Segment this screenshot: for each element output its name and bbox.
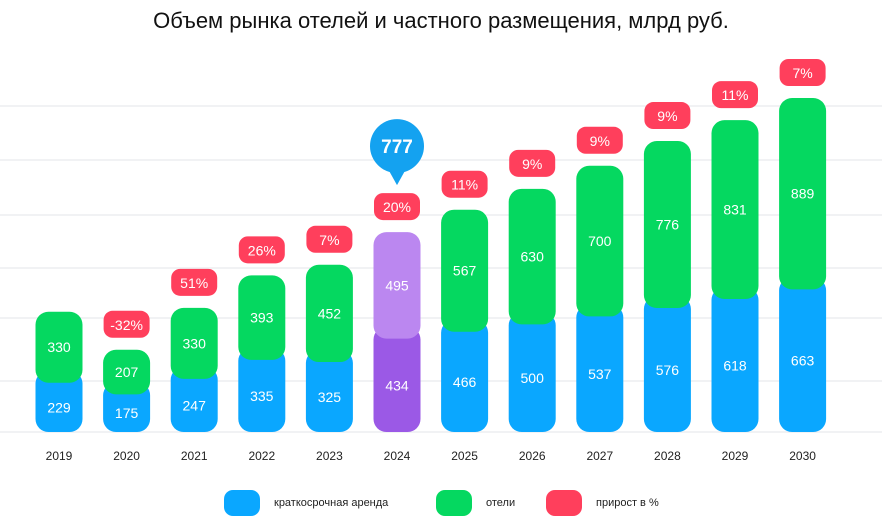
growth-badge-2028 (644, 102, 691, 130)
value-label-short-term-rental-2019: 229 (47, 399, 71, 415)
bar-hotels-2020 (103, 349, 151, 395)
growth-badge-2025 (441, 170, 488, 198)
value-label-short-term-rental-2023: 325 (318, 389, 342, 405)
growth-label-2022: 26% (248, 242, 276, 258)
growth-label-2027: 9% (590, 133, 610, 149)
value-label-short-term-rental-2020: 175 (115, 405, 139, 421)
bar-short-term-rental-2021 (170, 366, 218, 432)
total-callout-label: 777 (381, 137, 413, 158)
chart-title: Объем рынка отелей и частного размещения… (153, 8, 729, 33)
growth-label-2020: -32% (110, 317, 143, 333)
value-label-short-term-rental-2021: 247 (183, 397, 207, 413)
growth-label-2029: 11% (722, 87, 749, 103)
growth-label-2023: 7% (319, 232, 339, 248)
growth-badge-2024 (374, 193, 420, 221)
x-tick-label-2027: 2027 (586, 449, 613, 463)
total-callout-pointer (387, 167, 407, 186)
growth-label-2021: 51% (180, 275, 208, 291)
x-axis: 2019 2020 2021 2022 2023 2024 2025 2026 2027 2028… (46, 449, 817, 463)
value-label-hotels-2029: 831 (723, 202, 747, 218)
bar-short-term-rental-2025 (441, 319, 489, 432)
bar-hotels-2027 (576, 165, 624, 317)
x-tick-label-2021: 2021 (181, 449, 208, 463)
bar-hotels-2025 (441, 209, 489, 332)
bar-short-term-rental-2024 (373, 326, 421, 432)
growth-badge-2023 (306, 225, 353, 253)
value-label-short-term-rental-2026: 500 (521, 370, 545, 386)
legend-label-growth: прирост в % (596, 497, 659, 509)
growth-badge-2026 (509, 149, 556, 177)
value-label-short-term-rental-2027: 537 (588, 366, 612, 382)
bar-hotels-2023 (305, 264, 353, 363)
legend-label-hotels: отели (486, 497, 516, 509)
x-tick-label-2023: 2023 (316, 449, 343, 463)
bar-hotels-2019 (35, 311, 83, 383)
data-labels: 229 330 175 207 -32% 247 330 51% 335 393 26% 325 452… (47, 59, 826, 421)
legend-item-growth: прирост в % (546, 490, 659, 516)
bar-short-term-rental-2027 (576, 304, 624, 432)
x-tick-label-2024: 2024 (384, 449, 411, 463)
bar-short-term-rental-2020 (103, 382, 151, 432)
bar-hotels-2030 (779, 98, 827, 290)
value-label-short-term-rental-2029: 618 (723, 358, 747, 374)
growth-label-2024: 20% (383, 199, 411, 215)
x-tick-label-2028: 2028 (654, 449, 681, 463)
value-label-hotels-2024: 495 (385, 277, 409, 293)
bar-hotels-2026 (508, 188, 556, 325)
growth-label-2025: 11% (451, 177, 478, 193)
bar-short-term-rental-2028 (643, 296, 691, 432)
value-label-short-term-rental-2022: 335 (250, 388, 274, 404)
bar-hotels-2022 (238, 275, 286, 360)
value-label-short-term-rental-2025: 466 (453, 374, 477, 390)
growth-badge-2020 (103, 310, 150, 338)
value-label-hotels-2025: 567 (453, 263, 477, 279)
x-tick-label-2029: 2029 (722, 449, 749, 463)
x-tick-label-2022: 2022 (248, 449, 275, 463)
bar-hotels-2028 (643, 141, 691, 309)
bar-short-term-rental-2026 (508, 312, 556, 432)
value-label-hotels-2021: 330 (183, 335, 207, 351)
bar-hotels-2029 (711, 120, 759, 300)
value-label-hotels-2022: 393 (250, 310, 274, 326)
legend-swatch-hotels (436, 490, 472, 516)
growth-label-2028: 9% (657, 108, 677, 124)
legend-swatch-short-term-rental (224, 490, 260, 516)
value-label-short-term-rental-2028: 576 (656, 362, 680, 378)
x-tick-label-2025: 2025 (451, 449, 478, 463)
value-label-short-term-rental-2024: 434 (385, 377, 409, 393)
value-label-hotels-2026: 630 (521, 249, 545, 265)
legend-item-short-term-rental: краткосрочная аренда (224, 490, 388, 516)
bar-short-term-rental-2023 (305, 350, 353, 432)
value-label-hotels-2023: 452 (318, 305, 342, 321)
bar-short-term-rental-2022 (238, 347, 286, 432)
value-label-short-term-rental-2030: 663 (791, 353, 815, 369)
value-label-hotels-2028: 776 (656, 217, 680, 233)
growth-label-2030: 7% (792, 65, 812, 81)
value-label-hotels-2027: 700 (588, 233, 612, 249)
x-tick-label-2019: 2019 (46, 449, 73, 463)
bar-short-term-rental-2019 (35, 370, 83, 432)
growth-badge-2030 (779, 59, 826, 86)
x-tick-label-2030: 2030 (789, 449, 816, 463)
x-tick-label-2026: 2026 (519, 449, 546, 463)
growth-badge-2022 (238, 236, 285, 264)
legend-swatch-growth (546, 490, 582, 516)
value-label-hotels-2019: 330 (47, 339, 71, 355)
bar-short-term-rental-2029 (711, 287, 759, 432)
legend-label-short-term-rental: краткосрочная аренда (274, 497, 389, 509)
growth-label-2026: 9% (522, 156, 542, 172)
total-callout-bubble (370, 119, 424, 174)
legend-item-hotels: отели (436, 490, 515, 516)
growth-badge-2021 (171, 268, 218, 296)
growth-badge-2029 (712, 81, 758, 109)
growth-badge-2027 (576, 126, 623, 154)
bar-hotels-2021 (170, 307, 218, 379)
value-label-hotels-2020: 207 (115, 364, 139, 380)
value-label-hotels-2030: 889 (791, 186, 815, 202)
bar-short-term-rental-2030 (779, 277, 827, 432)
bar-hotels-2024 (373, 232, 421, 339)
bars (35, 98, 827, 432)
x-tick-label-2020: 2020 (113, 449, 140, 463)
